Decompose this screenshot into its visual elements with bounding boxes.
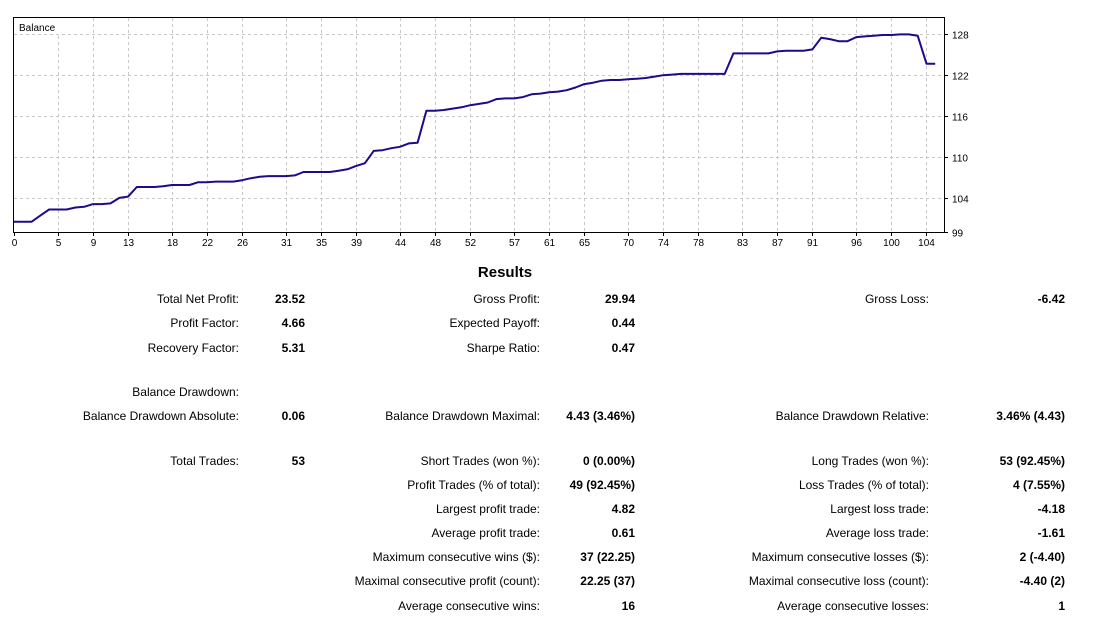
x-tick-label: 31 — [281, 238, 293, 249]
max-consecutive-wins-label: Maximum consecutive wins ($): — [372, 550, 540, 564]
balance-drawdown-label: Balance Drawdown: — [132, 385, 239, 399]
x-tick-label: 83 — [737, 238, 749, 249]
balance-drawdown-maximal-value: 4.43 (3.46%) — [566, 409, 635, 423]
average-loss-trade-value: -1.61 — [1037, 526, 1065, 540]
total-net-profit-label: Total Net Profit: — [156, 292, 239, 306]
chart-title: Balance — [19, 23, 56, 34]
x-tick-label: 39 — [351, 238, 363, 249]
short-trades-value: 0 (0.00%) — [582, 454, 635, 468]
x-tick-label: 74 — [658, 238, 670, 249]
x-tick-label: 104 — [918, 238, 935, 249]
recovery-factor-value: 5.31 — [281, 341, 305, 355]
loss-trades-value: 4 (7.55%) — [1012, 478, 1065, 492]
gross-loss-label: Gross Loss: — [864, 292, 929, 306]
average-loss-trade-label: Average loss trade: — [825, 526, 929, 540]
short-trades-label: Short Trades (won %): — [420, 454, 540, 468]
profit-factor-value: 4.66 — [281, 316, 305, 330]
gross-profit-value: 29.94 — [604, 292, 635, 306]
long-trades-value: 53 (92.45%) — [999, 454, 1065, 468]
total-trades-value: 53 — [291, 454, 305, 468]
x-tick-label: 9 — [91, 238, 97, 249]
total-trades-label: Total Trades: — [170, 454, 239, 468]
y-tick-label: 99 — [952, 229, 964, 240]
x-tick-label: 18 — [167, 238, 179, 249]
balance-chart: Balance 0 5 9 13 18 22 26 31 35 39 44 48 52 57 61 65 70 7… — [12, 17, 969, 249]
chart-frame — [13, 17, 945, 233]
max-consecutive-losses-value: 2 (-4.40) — [1019, 550, 1065, 564]
profit-factor-label: Profit Factor: — [170, 316, 239, 330]
x-tick-label: 57 — [509, 238, 521, 249]
x-tick-label: 70 — [623, 238, 635, 249]
x-axis-ticks: 0 5 9 13 18 22 26 31 35 39 44 48 52 57 61 65 70 74 78 83 87 9… — [12, 232, 935, 249]
balance-drawdown-maximal-label: Balance Drawdown Maximal: — [385, 409, 540, 423]
x-tick-label: 13 — [123, 238, 135, 249]
profit-trades-label: Profit Trades (% of total): — [407, 478, 540, 492]
x-tick-label: 26 — [237, 238, 249, 249]
x-tick-label: 22 — [202, 238, 214, 249]
balance-series-line — [14, 33, 936, 223]
gross-loss-value: -6.42 — [1037, 292, 1065, 306]
y-tick-label: 104 — [952, 195, 969, 206]
recovery-factor-label: Recovery Factor: — [147, 341, 239, 355]
expected-payoff-label: Expected Payoff: — [449, 316, 540, 330]
x-tick-label: 87 — [772, 238, 784, 249]
largest-loss-trade-value: -4.18 — [1037, 502, 1065, 516]
results-title: Results — [477, 264, 533, 281]
x-tick-label: 100 — [883, 238, 900, 249]
y-tick-label: 110 — [952, 154, 968, 165]
balance-drawdown-absolute-label: Balance Drawdown Absolute: — [82, 409, 239, 423]
average-consecutive-wins-value: 16 — [621, 599, 635, 613]
x-tick-label: 78 — [693, 238, 705, 249]
x-tick-label: 65 — [579, 238, 591, 249]
x-tick-label: 0 — [12, 238, 18, 249]
x-tick-label: 96 — [851, 238, 863, 249]
largest-profit-trade-label: Largest profit trade: — [435, 502, 540, 516]
average-consecutive-losses-value: 1 — [1058, 599, 1065, 613]
y-tick-label: 128 — [952, 31, 969, 42]
max-consecutive-wins-value: 37 (22.25) — [580, 550, 635, 564]
x-tick-label: 91 — [807, 238, 819, 249]
maximal-consecutive-profit-label: Maximal consecutive profit (count): — [354, 574, 540, 588]
profit-trades-value: 49 (92.45%) — [569, 478, 635, 492]
expected-payoff-value: 0.44 — [611, 316, 635, 330]
average-profit-trade-value: 0.61 — [611, 526, 635, 540]
average-profit-trade-label: Average profit trade: — [431, 526, 540, 540]
balance-drawdown-absolute-value: 0.06 — [281, 409, 305, 423]
total-net-profit-value: 23.52 — [274, 292, 305, 306]
chart-grid — [14, 18, 944, 232]
average-consecutive-wins-label: Average consecutive wins: — [398, 599, 540, 613]
sharpe-ratio-label: Sharpe Ratio: — [466, 341, 540, 355]
average-consecutive-losses-label: Average consecutive losses: — [777, 599, 929, 613]
maximal-consecutive-loss-value: -4.40 (2) — [1019, 574, 1065, 588]
x-tick-label: 5 — [56, 238, 62, 249]
sharpe-ratio-value: 0.47 — [611, 341, 635, 355]
x-tick-label: 44 — [395, 238, 407, 249]
gross-profit-label: Gross Profit: — [473, 292, 540, 306]
chart-title-box — [14, 18, 62, 34]
maximal-consecutive-profit-value: 22.25 (37) — [580, 574, 635, 588]
y-axis-ticks: 99 104 110 116 122 128 — [944, 31, 969, 240]
x-tick-label: 35 — [316, 238, 328, 249]
balance-drawdown-relative-value: 3.46% (4.43) — [996, 409, 1065, 423]
y-tick-label: 116 — [952, 113, 968, 124]
largest-profit-trade-value: 4.82 — [611, 502, 635, 516]
loss-trades-label: Loss Trades (% of total): — [798, 478, 929, 492]
max-consecutive-losses-label: Maximum consecutive losses ($): — [751, 550, 929, 564]
largest-loss-trade-label: Largest loss trade: — [830, 502, 929, 516]
maximal-consecutive-loss-label: Maximal consecutive loss (count): — [748, 574, 929, 588]
x-tick-label: 61 — [544, 238, 556, 249]
balance-drawdown-relative-label: Balance Drawdown Relative: — [775, 409, 929, 423]
x-tick-label: 48 — [430, 238, 442, 249]
long-trades-label: Long Trades (won %): — [811, 454, 929, 468]
y-tick-label: 122 — [952, 72, 969, 83]
x-tick-label: 52 — [465, 238, 477, 249]
